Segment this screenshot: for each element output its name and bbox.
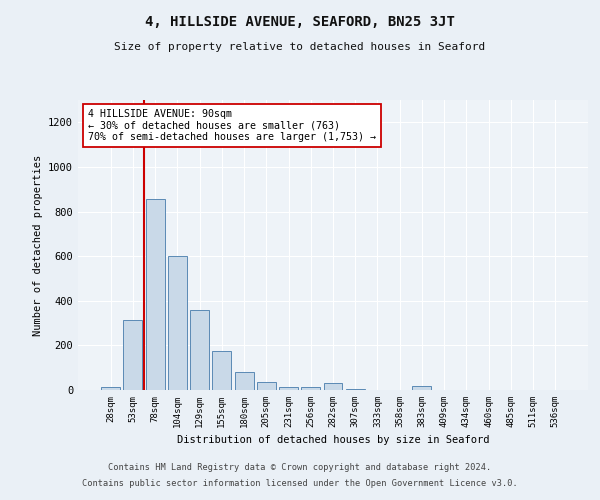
Bar — [212, 351, 231, 390]
Bar — [168, 256, 187, 390]
X-axis label: Distribution of detached houses by size in Seaford: Distribution of detached houses by size … — [177, 436, 489, 446]
Bar — [235, 372, 254, 390]
Bar — [323, 384, 343, 390]
Bar — [146, 200, 164, 390]
Bar — [124, 320, 142, 390]
Bar — [101, 386, 120, 390]
Text: Contains public sector information licensed under the Open Government Licence v3: Contains public sector information licen… — [82, 478, 518, 488]
Bar — [257, 382, 276, 390]
Bar — [279, 386, 298, 390]
Text: 4, HILLSIDE AVENUE, SEAFORD, BN25 3JT: 4, HILLSIDE AVENUE, SEAFORD, BN25 3JT — [145, 15, 455, 29]
Bar — [301, 386, 320, 390]
Text: Size of property relative to detached houses in Seaford: Size of property relative to detached ho… — [115, 42, 485, 52]
Bar — [346, 389, 365, 390]
Bar — [190, 310, 209, 390]
Text: 4 HILLSIDE AVENUE: 90sqm
← 30% of detached houses are smaller (763)
70% of semi-: 4 HILLSIDE AVENUE: 90sqm ← 30% of detach… — [88, 108, 376, 142]
Y-axis label: Number of detached properties: Number of detached properties — [32, 154, 43, 336]
Text: Contains HM Land Registry data © Crown copyright and database right 2024.: Contains HM Land Registry data © Crown c… — [109, 464, 491, 472]
Bar — [412, 386, 431, 390]
